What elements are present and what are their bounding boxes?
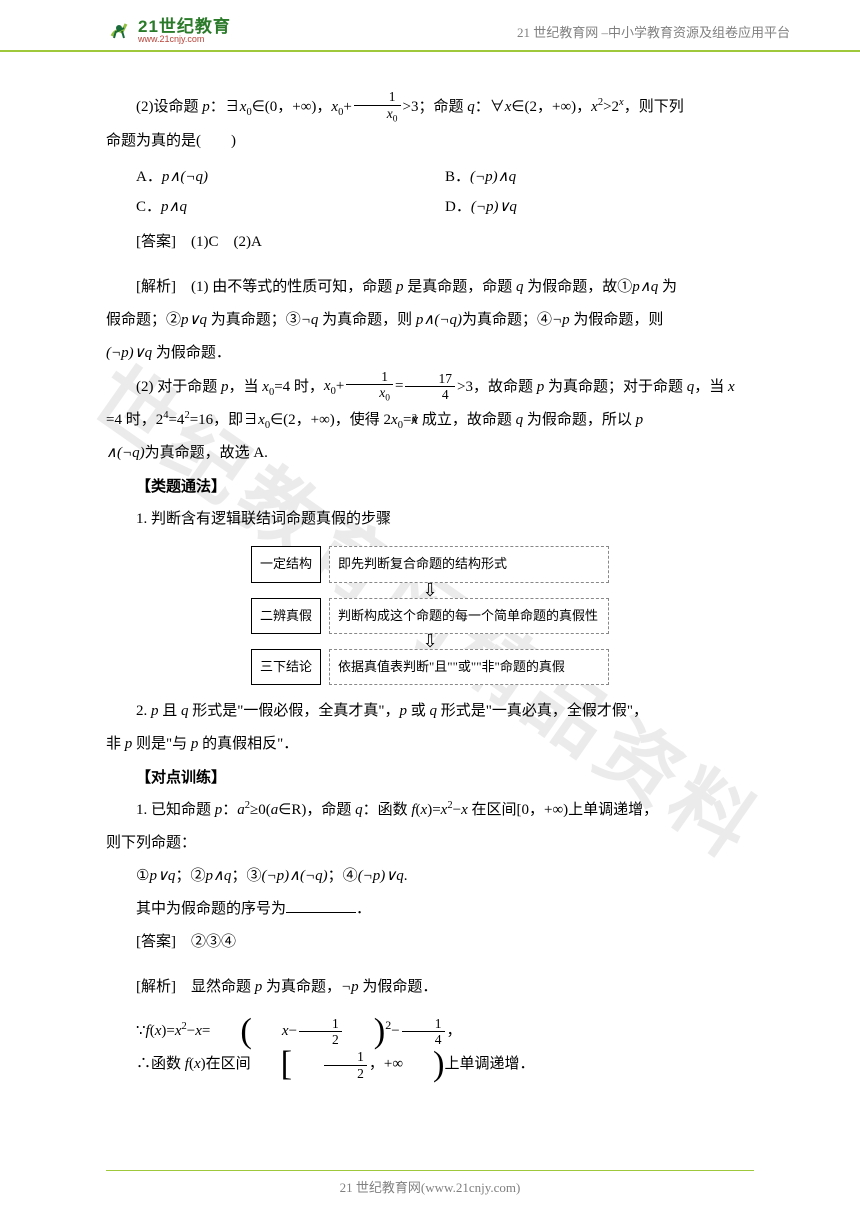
flow-box-1: 一定结构 bbox=[251, 546, 321, 583]
fill-blank[interactable] bbox=[286, 898, 356, 913]
practice-blank: 其中为假命题的序号为． bbox=[106, 893, 754, 926]
practice-options: ①p∨q；②p∧q；③(¬p)∧(¬q)；④(¬p)∨q. bbox=[106, 860, 754, 893]
explanation-1: [解析] (1) 由不等式的性质可知，命题 p 是真命题，命题 q 为假命题，故… bbox=[106, 271, 754, 304]
header-tagline: 21 世纪教育网 –中小学教育资源及组卷应用平台 bbox=[517, 22, 790, 41]
question-2-cont: 命题为真的是( ) bbox=[106, 125, 754, 158]
explanation-2: (2) 对于命题 p，当 x0=4 时，x0+1x0=174>3，故命题 p 为… bbox=[106, 370, 754, 405]
flow-arrow-icon: ⇩ bbox=[422, 584, 437, 597]
logo-subtitle: www.21cnjy.com bbox=[138, 35, 231, 44]
calc-line-2: ∴函数 f(x)在区间[12，+∞)上单调递增． bbox=[106, 1048, 754, 1081]
option-c: C．p∧q bbox=[136, 192, 445, 222]
content-body: (2)设命题 p：∃x0∈(0，+∞)，x0+1x0>3；命题 q：∀x∈(2，… bbox=[0, 52, 860, 1081]
method-title: 【类题通法】 bbox=[106, 470, 754, 503]
logo: 21世纪教育 www.21cnjy.com bbox=[106, 18, 231, 44]
flow-box-2: 二辨真假 bbox=[251, 598, 321, 635]
logo-icon bbox=[106, 18, 132, 44]
option-a: A．p∧(¬q) bbox=[136, 162, 445, 192]
options-grid: A．p∧(¬q) B．(¬p)∧q C．p∧q D．(¬p)∨q bbox=[106, 162, 754, 222]
option-b: B．(¬p)∧q bbox=[445, 162, 754, 192]
practice-explanation: [解析] 显然命题 p 为真命题，¬p 为假命题． bbox=[106, 971, 754, 1004]
explanation-1-last: (¬p)∨q 为假命题． bbox=[106, 337, 754, 370]
flow-desc-1: 即先判断复合命题的结构形式 bbox=[329, 546, 609, 583]
flow-desc-2: 判断构成这个命题的每一个简单命题的真假性 bbox=[329, 598, 609, 635]
method-step-1: 1. 判断含有逻辑联结词命题真假的步骤 bbox=[106, 503, 754, 536]
flow-arrow-icon: ⇩ bbox=[422, 635, 437, 648]
question-2: (2)设命题 p：∃x0∈(0，+∞)，x0+1x0>3；命题 q：∀x∈(2，… bbox=[106, 90, 754, 125]
page-footer: 21 世纪教育网(www.21cnjy.com) bbox=[106, 1170, 754, 1196]
page-header: 21世纪教育 www.21cnjy.com 21 世纪教育网 –中小学教育资源及… bbox=[0, 0, 860, 52]
flow-box-3: 三下结论 bbox=[251, 649, 321, 686]
option-d: D．(¬p)∨q bbox=[445, 192, 754, 222]
answer-line: [答案] (1)C (2)A bbox=[106, 226, 754, 259]
calc-line-1: ∵f(x)=x2−x=(x−12)2−14， bbox=[106, 1012, 754, 1048]
explanation-2-cont: =4 时，24=42=16，即∃x0∈(2，+∞)，使得 2x0=x20 成立，… bbox=[106, 404, 754, 437]
practice-answer: [答案] ②③④ bbox=[106, 926, 754, 959]
method-step-2-cont: 非 p 则是"与 p 的真假相反"． bbox=[106, 728, 754, 761]
flow-desc-3: 依据真值表判断"且""或""非"命题的真假 bbox=[329, 649, 609, 686]
practice-title: 【对点训练】 bbox=[106, 761, 754, 794]
method-step-2: 2. p 且 q 形式是"一假必假，全真才真"，p 或 q 形式是"一真必真，全… bbox=[106, 695, 754, 728]
explanation-2-last: ∧(¬q)为真命题，故选 A. bbox=[106, 437, 754, 470]
logo-title: 21世纪教育 bbox=[138, 18, 231, 35]
explanation-1-cont: 假命题；②p∨q 为真命题；③¬q 为真命题，则 p∧(¬q)为真命题；④¬p … bbox=[106, 304, 754, 337]
practice-1: 1. 已知命题 p：a2≥0(a∈R)，命题 q：函数 f(x)=x2−x 在区… bbox=[106, 794, 754, 827]
flowchart: 一定结构 即先判断复合命题的结构形式 ⇩ 二辨真假 判断构成这个命题的每一个简单… bbox=[106, 546, 754, 685]
practice-1-cont: 则下列命题： bbox=[106, 827, 754, 860]
